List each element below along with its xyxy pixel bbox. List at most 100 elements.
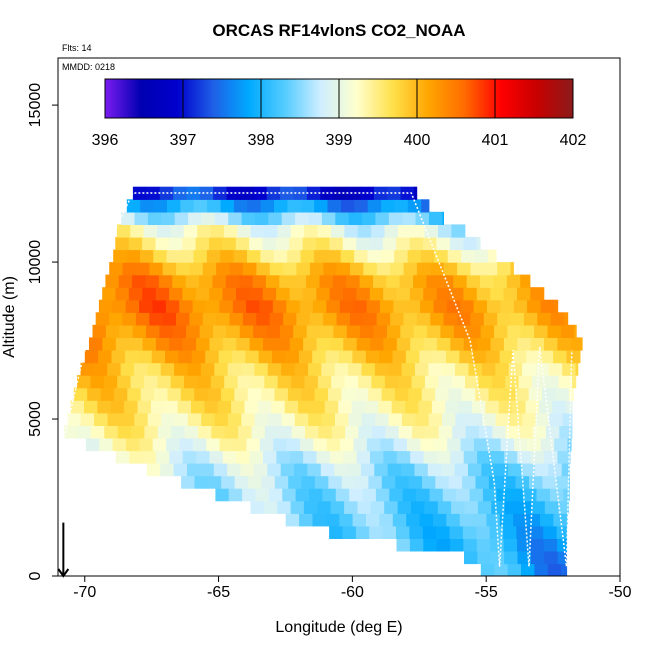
heatmap-cell: [95, 312, 110, 326]
heatmap-cell: [227, 463, 242, 477]
heatmap-cell: [472, 400, 486, 414]
heatmap-cell: [200, 463, 215, 477]
heatmap-cell: [454, 463, 469, 477]
heatmap-cell: [67, 412, 82, 426]
heatmap-cell: [436, 538, 451, 552]
heatmap-cell: [267, 362, 282, 376]
heatmap-cell: [436, 337, 451, 351]
heatmap-cell: [301, 475, 316, 489]
heatmap-cells: [64, 186, 583, 576]
heatmap-cell: [482, 412, 497, 426]
heatmap-cell: [112, 437, 127, 452]
heatmap-cell: [348, 412, 363, 426]
heatmap-cell: [302, 236, 317, 251]
heatmap-cell: [194, 387, 209, 401]
heatmap-cell: [224, 425, 239, 439]
heatmap-cell: [266, 324, 281, 338]
heatmap-cell: [167, 387, 182, 401]
heatmap-cell: [93, 362, 108, 376]
heatmap-cell: [164, 400, 179, 414]
heatmap-cell: [495, 412, 510, 426]
heatmap-cell: [128, 236, 143, 251]
colorbar-tick-label: 396: [92, 132, 119, 149]
heatmap-cell: [199, 324, 214, 338]
heatmap-cell: [392, 350, 407, 364]
heatmap-cell: [363, 262, 378, 276]
heatmap-cell: [492, 425, 507, 439]
heatmap-cell: [137, 400, 152, 414]
heatmap-cell: [536, 488, 551, 502]
heatmap-cell: [147, 362, 162, 376]
heatmap-cell: [429, 488, 444, 502]
heatmap-cell: [330, 500, 345, 514]
heatmap-cell: [462, 475, 477, 489]
heatmap-cell: [355, 525, 370, 539]
heatmap-cell: [513, 299, 528, 313]
heatmap-cell: [155, 287, 170, 301]
heatmap-cell: [139, 437, 154, 452]
heatmap-cell: [299, 437, 314, 452]
heatmap-cell: [244, 400, 259, 414]
heatmap-cell: [534, 324, 549, 338]
heatmap-cell: [142, 337, 157, 351]
heatmap-cell: [369, 525, 384, 539]
heatmap-cell: [470, 312, 485, 326]
heatmap-cell: [416, 262, 431, 276]
heatmap-cell: [138, 350, 153, 364]
heatmap-cell: [231, 400, 246, 414]
heatmap-cell: [196, 337, 211, 351]
heatmap-cell: [90, 375, 105, 389]
heatmap-cell: [552, 400, 567, 414]
heatmap-cell: [180, 249, 195, 263]
heatmap-cell: [262, 236, 277, 251]
heatmap-cell: [158, 274, 173, 288]
heatmap-cell: [329, 287, 344, 301]
heatmap-cell: [340, 437, 355, 452]
heatmap-cell: [544, 500, 559, 514]
heatmap-cell: [254, 412, 269, 426]
heatmap-cell: [312, 350, 327, 364]
heatmap-cell: [242, 312, 257, 326]
heatmap-cell: [209, 287, 224, 301]
heatmap-cell: [335, 488, 350, 502]
flight-track: [62, 192, 573, 567]
heatmap-cell: [347, 463, 362, 477]
heatmap-cell: [267, 463, 282, 477]
heatmap-cell: [538, 400, 553, 414]
heatmap-cell: [375, 211, 390, 225]
heatmap-cell: [145, 274, 160, 288]
heatmap-cell: [258, 350, 273, 364]
heatmap-cell: [574, 324, 577, 338]
heatmap-cell: [316, 236, 331, 251]
colorbar-tick-label: 402: [560, 132, 587, 149]
heatmap-cell: [269, 262, 284, 276]
heatmap-cell: [539, 350, 554, 364]
heatmap-cell: [525, 400, 540, 414]
heatmap-cell: [344, 375, 359, 389]
heatmap-cell: [218, 350, 233, 364]
heatmap-cell: [477, 550, 492, 565]
heatmap-cell: [512, 400, 527, 414]
heatmap-cell: [413, 186, 418, 200]
heatmap-cell: [321, 412, 336, 426]
heatmap-cell: [534, 563, 549, 576]
heatmap-cell: [351, 400, 366, 414]
heatmap-cell: [473, 299, 488, 313]
heatmap-cell: [283, 312, 298, 326]
heatmap-cell: [520, 274, 531, 288]
heatmap-cell: [515, 387, 530, 401]
y-tick-label: 10000: [27, 240, 44, 285]
heatmap-cell: [460, 437, 475, 452]
heatmap-cell: [273, 249, 288, 263]
heatmap-cell: [409, 525, 424, 539]
heatmap-cell: [396, 538, 411, 552]
heatmap-cell: [354, 387, 369, 401]
heatmap-cell: [160, 463, 175, 477]
x-tick-label: -55: [475, 584, 498, 601]
heatmap-cell: [379, 513, 394, 527]
heatmap-cell: [396, 337, 411, 351]
heatmap-cell: [189, 262, 204, 276]
heatmap-cell: [548, 463, 563, 477]
heatmap-cell: [487, 249, 497, 263]
heatmap-cell: [412, 425, 427, 439]
